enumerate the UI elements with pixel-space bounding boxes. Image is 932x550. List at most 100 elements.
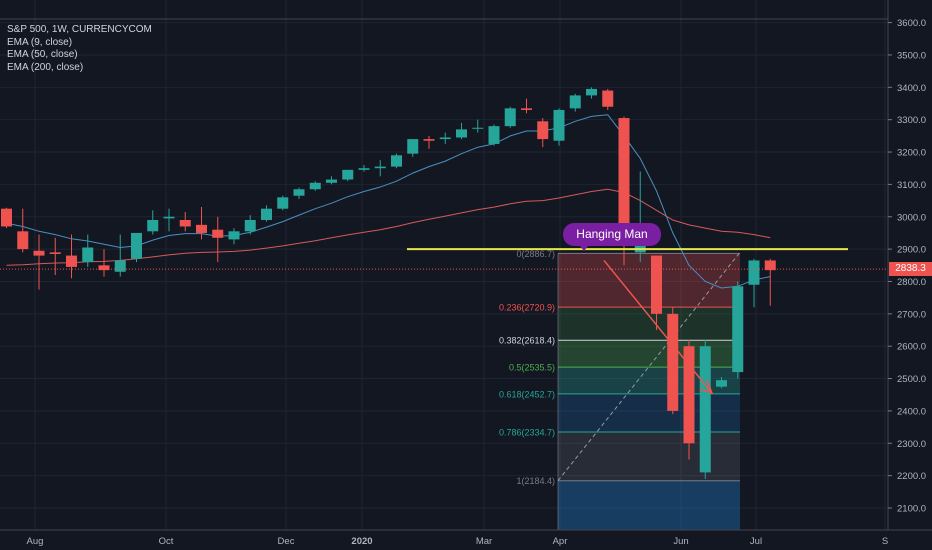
candle: [212, 216, 224, 263]
fib-band: [558, 253, 740, 308]
candle-body: [748, 260, 760, 285]
time-tick-label: Oct: [159, 536, 174, 547]
candle: [456, 122, 467, 140]
candle-body: [521, 108, 532, 110]
chart-grid: [0, 0, 932, 530]
current-price-tag: 2838.3: [889, 262, 932, 276]
candle: [586, 87, 597, 99]
candle-body: [147, 219, 159, 232]
time-axis-bg: [0, 530, 932, 550]
candle-body: [326, 179, 337, 183]
fib-level-label: 0(2886.7): [516, 249, 555, 259]
price-tick-label: 2800.0: [897, 277, 926, 288]
candle-body: [49, 252, 61, 254]
time-tick-label: Jun: [673, 536, 688, 547]
candle: [374, 160, 386, 177]
candle: [261, 205, 272, 222]
candle-body: [17, 231, 29, 250]
fib-level-label: 0.236(2720.9): [499, 303, 555, 313]
candle: [553, 108, 565, 146]
candle-body: [488, 126, 500, 144]
time-tick-label: Jul: [750, 536, 762, 547]
price-tick-label: 3300.0: [897, 115, 926, 126]
candle: [1, 207, 12, 229]
candle-body: [114, 260, 126, 272]
candle: [17, 208, 29, 253]
candle: [504, 106, 516, 128]
candle: [569, 93, 581, 112]
fib-level-label: 0.5(2535.5): [509, 363, 555, 373]
candle-body: [309, 182, 321, 190]
fib-band: [558, 393, 740, 433]
fib-band: [558, 432, 740, 481]
symbol-title: S&P 500, 1W, CURRENCYCOM: [7, 24, 152, 35]
candle: [147, 210, 159, 235]
time-tick-label: Apr: [553, 536, 568, 547]
candle-body: [683, 346, 695, 444]
candle: [472, 119, 484, 133]
price-tick-label: 3600.0: [897, 18, 926, 29]
candle-body: [602, 90, 614, 107]
candle: [699, 339, 711, 479]
candle: [244, 215, 256, 235]
projection-arrow-head: [699, 379, 714, 395]
annotations: [0, 248, 888, 395]
candle-body: [732, 286, 744, 373]
candle: [277, 195, 289, 211]
legend-ema-50: EMA (50, close): [7, 49, 78, 60]
candle: [667, 307, 679, 415]
candle-body: [293, 189, 305, 196]
candle-body: [261, 208, 272, 220]
legend-ema-9: EMA (9, close): [7, 36, 73, 48]
time-tick-label: Dec: [278, 536, 295, 547]
candlestick-series: [1, 87, 776, 479]
candle-body: [423, 139, 435, 141]
candle: [33, 234, 45, 290]
candle-body: [553, 109, 565, 141]
price-tick-label: 2500.0: [897, 374, 926, 385]
candle: [293, 187, 305, 199]
candle: [602, 88, 614, 110]
legend-ema-200: EMA (200, close): [7, 61, 84, 73]
candle: [342, 169, 354, 182]
candle: [391, 153, 402, 169]
time-tick-label: S: [882, 536, 888, 547]
candle: [228, 228, 240, 245]
candle-body: [277, 197, 289, 209]
time-tick-label: 2020: [351, 536, 372, 547]
candle-body: [358, 168, 370, 170]
candle-body: [716, 380, 727, 387]
price-tick-label: 3200.0: [897, 148, 926, 159]
candle-body: [504, 108, 516, 127]
candle: [358, 164, 370, 172]
hanging-man-callout[interactable]: Hanging Man: [563, 223, 661, 251]
candle: [423, 135, 435, 149]
candle-body: [586, 88, 597, 96]
candle: [521, 98, 532, 114]
candle-body: [537, 121, 549, 140]
candle: [98, 249, 110, 277]
candle-body: [439, 137, 451, 140]
candle-body: [33, 250, 45, 256]
candle-body: [179, 219, 191, 227]
candle-body: [196, 224, 207, 233]
fib-level-label: 1(2184.4): [516, 476, 555, 486]
price-tick-label: 3400.0: [897, 83, 926, 94]
price-tick-label: 2400.0: [897, 406, 926, 417]
fib-level-label: 0.786(2334.7): [499, 428, 555, 438]
candle: [66, 234, 77, 279]
price-tick-label: 2200.0: [897, 471, 926, 482]
candle: [683, 339, 695, 460]
candle-body: [342, 169, 354, 180]
candle-body: [569, 95, 581, 109]
candle-body: [472, 127, 484, 129]
candle-body: [82, 247, 94, 263]
candle: [179, 211, 191, 232]
fib-band-extension: [558, 480, 740, 530]
ema-50-line: [6, 188, 771, 266]
candle: [651, 255, 662, 331]
candle-body: [228, 231, 240, 240]
fib-band: [558, 367, 740, 394]
price-tick-label: 2900.0: [897, 245, 926, 256]
